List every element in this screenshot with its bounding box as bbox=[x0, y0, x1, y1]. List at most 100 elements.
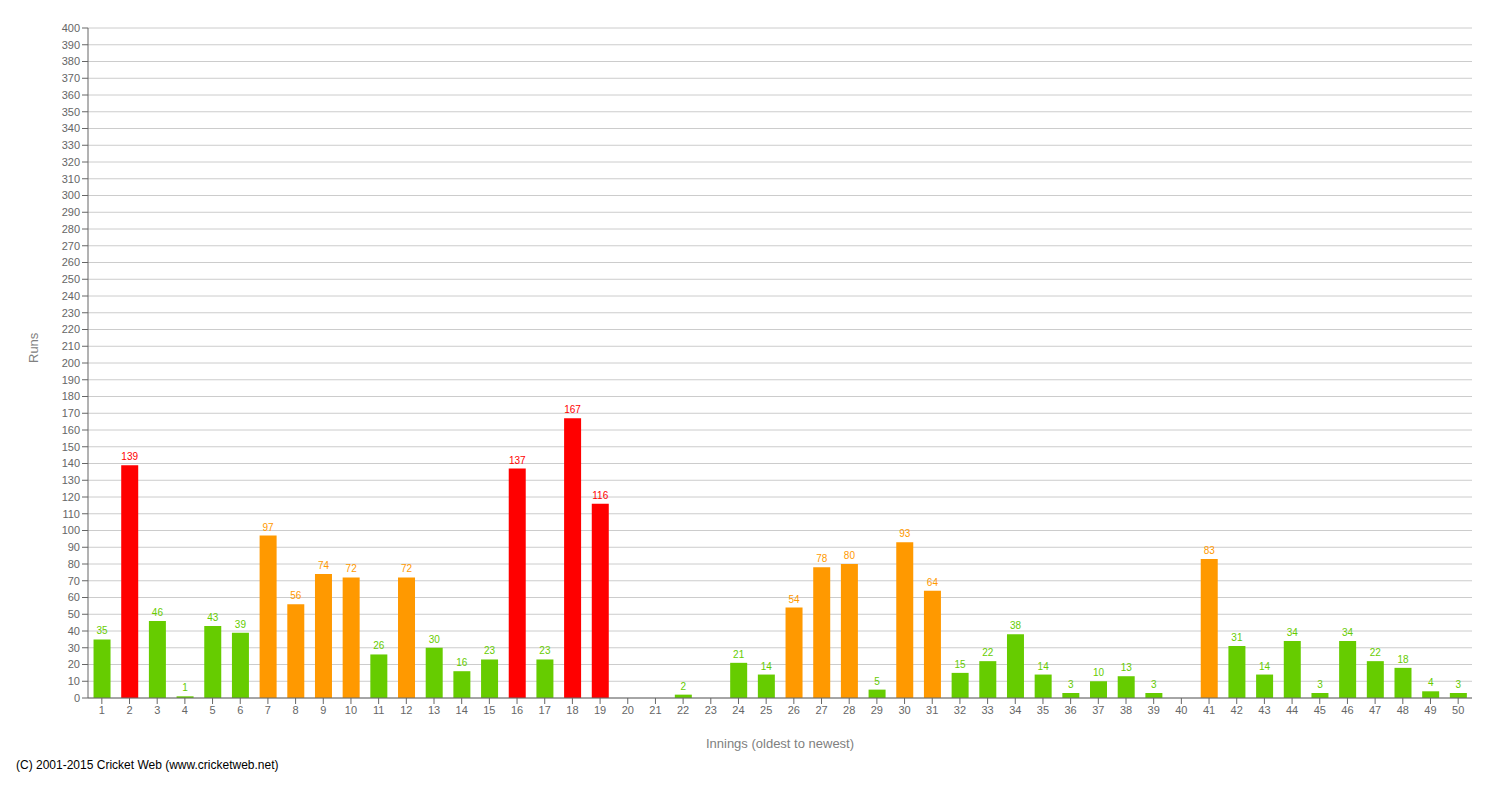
svg-text:120: 120 bbox=[62, 491, 80, 503]
svg-text:Runs: Runs bbox=[26, 332, 41, 363]
svg-text:93: 93 bbox=[899, 528, 911, 539]
svg-text:190: 190 bbox=[62, 374, 80, 386]
svg-text:21: 21 bbox=[649, 704, 661, 716]
svg-text:19: 19 bbox=[594, 704, 606, 716]
svg-text:160: 160 bbox=[62, 424, 80, 436]
svg-text:270: 270 bbox=[62, 240, 80, 252]
svg-text:32: 32 bbox=[954, 704, 966, 716]
svg-text:13: 13 bbox=[1121, 662, 1133, 673]
svg-text:167: 167 bbox=[564, 404, 581, 415]
svg-text:60: 60 bbox=[68, 591, 80, 603]
svg-text:38: 38 bbox=[1010, 620, 1022, 631]
svg-text:350: 350 bbox=[62, 106, 80, 118]
svg-text:24: 24 bbox=[732, 704, 744, 716]
svg-text:320: 320 bbox=[62, 156, 80, 168]
svg-text:6: 6 bbox=[237, 704, 243, 716]
svg-text:150: 150 bbox=[62, 441, 80, 453]
svg-text:23: 23 bbox=[484, 645, 496, 656]
svg-text:80: 80 bbox=[68, 558, 80, 570]
svg-text:10: 10 bbox=[68, 675, 80, 687]
svg-text:140: 140 bbox=[62, 457, 80, 469]
svg-text:50: 50 bbox=[68, 608, 80, 620]
svg-text:46: 46 bbox=[1341, 704, 1353, 716]
svg-text:15: 15 bbox=[483, 704, 495, 716]
svg-text:56: 56 bbox=[290, 590, 302, 601]
svg-text:17: 17 bbox=[539, 704, 551, 716]
svg-text:30: 30 bbox=[429, 634, 441, 645]
svg-text:36: 36 bbox=[1065, 704, 1077, 716]
svg-text:23: 23 bbox=[539, 645, 551, 656]
svg-text:44: 44 bbox=[1286, 704, 1298, 716]
svg-text:29: 29 bbox=[871, 704, 883, 716]
svg-text:280: 280 bbox=[62, 223, 80, 235]
svg-text:10: 10 bbox=[345, 704, 357, 716]
svg-text:21: 21 bbox=[733, 649, 745, 660]
svg-text:72: 72 bbox=[346, 563, 358, 574]
svg-text:90: 90 bbox=[68, 541, 80, 553]
svg-text:170: 170 bbox=[62, 407, 80, 419]
svg-text:35: 35 bbox=[1037, 704, 1049, 716]
svg-text:180: 180 bbox=[62, 390, 80, 402]
svg-text:380: 380 bbox=[62, 55, 80, 67]
svg-text:37: 37 bbox=[1092, 704, 1104, 716]
svg-text:290: 290 bbox=[62, 206, 80, 218]
svg-text:14: 14 bbox=[1259, 661, 1271, 672]
svg-text:10: 10 bbox=[1093, 667, 1105, 678]
svg-text:80: 80 bbox=[844, 550, 856, 561]
svg-text:39: 39 bbox=[235, 619, 247, 630]
svg-text:3: 3 bbox=[1151, 679, 1157, 690]
svg-text:11: 11 bbox=[373, 704, 384, 716]
svg-text:139: 139 bbox=[121, 451, 138, 462]
svg-text:15: 15 bbox=[955, 659, 967, 670]
svg-text:370: 370 bbox=[62, 72, 80, 84]
svg-text:64: 64 bbox=[927, 577, 939, 588]
svg-text:200: 200 bbox=[62, 357, 80, 369]
svg-text:30: 30 bbox=[68, 642, 80, 654]
svg-text:22: 22 bbox=[982, 647, 994, 658]
svg-text:2: 2 bbox=[681, 681, 687, 692]
svg-text:78: 78 bbox=[816, 553, 828, 564]
svg-text:116: 116 bbox=[592, 490, 608, 501]
svg-text:50: 50 bbox=[1452, 704, 1464, 716]
svg-text:390: 390 bbox=[62, 39, 80, 51]
svg-text:47: 47 bbox=[1369, 704, 1381, 716]
svg-text:42: 42 bbox=[1231, 704, 1243, 716]
svg-text:360: 360 bbox=[62, 89, 80, 101]
svg-text:13: 13 bbox=[428, 704, 440, 716]
svg-text:12: 12 bbox=[400, 704, 412, 716]
svg-text:310: 310 bbox=[62, 173, 80, 185]
svg-text:72: 72 bbox=[401, 563, 413, 574]
svg-text:14: 14 bbox=[761, 661, 773, 672]
svg-text:250: 250 bbox=[62, 273, 80, 285]
svg-text:28: 28 bbox=[843, 704, 855, 716]
svg-text:210: 210 bbox=[62, 340, 80, 352]
svg-text:34: 34 bbox=[1009, 704, 1021, 716]
svg-text:4: 4 bbox=[1428, 677, 1434, 688]
svg-text:1: 1 bbox=[182, 682, 188, 693]
svg-text:240: 240 bbox=[62, 290, 80, 302]
svg-text:27: 27 bbox=[815, 704, 827, 716]
svg-text:40: 40 bbox=[68, 625, 80, 637]
svg-text:14: 14 bbox=[456, 704, 468, 716]
svg-text:22: 22 bbox=[677, 704, 689, 716]
svg-text:54: 54 bbox=[788, 594, 800, 605]
svg-text:38: 38 bbox=[1120, 704, 1132, 716]
svg-text:Innings (oldest to newest): Innings (oldest to newest) bbox=[706, 736, 854, 751]
svg-text:5: 5 bbox=[209, 704, 215, 716]
svg-text:18: 18 bbox=[1397, 654, 1409, 665]
svg-text:400: 400 bbox=[62, 22, 80, 34]
svg-text:3: 3 bbox=[154, 704, 160, 716]
svg-text:34: 34 bbox=[1342, 627, 1354, 638]
svg-text:300: 300 bbox=[62, 189, 80, 201]
svg-text:4: 4 bbox=[182, 704, 188, 716]
svg-text:14: 14 bbox=[1038, 661, 1050, 672]
svg-text:70: 70 bbox=[68, 575, 80, 587]
svg-text:30: 30 bbox=[898, 704, 910, 716]
svg-text:48: 48 bbox=[1397, 704, 1409, 716]
svg-text:20: 20 bbox=[68, 658, 80, 670]
svg-text:34: 34 bbox=[1287, 627, 1299, 638]
svg-text:3: 3 bbox=[1317, 679, 1323, 690]
svg-text:22: 22 bbox=[1370, 647, 1382, 658]
svg-text:220: 220 bbox=[62, 323, 80, 335]
svg-text:130: 130 bbox=[62, 474, 80, 486]
